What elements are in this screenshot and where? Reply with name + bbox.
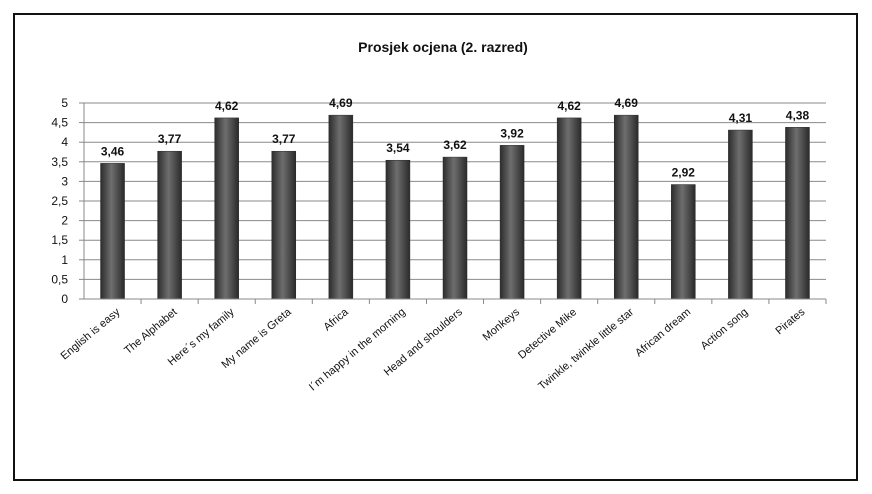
data-label: 3,77 (272, 132, 296, 146)
y-tick-label: 0 (61, 292, 68, 306)
bar (214, 117, 239, 300)
bar (328, 114, 354, 300)
y-tick-label: 5 (61, 96, 68, 110)
bar (613, 114, 639, 300)
y-tick-label: 1 (61, 253, 68, 267)
data-label: 3,46 (101, 144, 125, 158)
y-tick-label: 4 (61, 135, 68, 149)
y-axis-ticks: 00,511,522,533,544,55 (51, 96, 827, 306)
bar (785, 127, 810, 300)
bar (385, 159, 411, 300)
bar (499, 145, 525, 300)
chart-title: Prosjek ocjena (2. razred) (358, 39, 528, 55)
data-labels: 3,46 3,77 4,62 3,77 4,69 3,54 3,62 3,92 4,62 4,69… (101, 96, 810, 179)
bar (556, 117, 582, 300)
data-label: 4,31 (729, 111, 753, 125)
bar (100, 163, 125, 300)
data-label: 3,92 (500, 126, 524, 140)
category-label: Action song (699, 306, 751, 352)
bar (271, 150, 297, 300)
y-tick-label: 1,5 (51, 233, 68, 247)
category-label: Detective Mike (516, 306, 579, 362)
bar (671, 184, 696, 300)
y-tick-label: 2 (61, 214, 68, 228)
category-label: The Alphabet (122, 306, 179, 357)
data-label: 2,92 (672, 166, 696, 180)
data-label: 4,38 (786, 108, 810, 122)
category-label: Monkeys (481, 306, 523, 344)
bar (442, 156, 468, 300)
data-label: 3,77 (158, 132, 182, 146)
category-label: African dream (633, 306, 693, 359)
bars (100, 114, 810, 300)
y-tick-label: 4,5 (51, 116, 68, 130)
category-label: Twinkle, twinkle little star (536, 306, 636, 393)
category-label: English is easy (59, 306, 123, 363)
data-label: 4,62 (215, 99, 239, 113)
y-tick-label: 0,5 (51, 272, 68, 286)
data-label: 4,69 (615, 96, 639, 110)
data-label: 4,69 (329, 96, 353, 110)
category-label: Africa (322, 306, 352, 334)
y-tick-label: 3,5 (51, 155, 68, 169)
category-label: I´m happy in the morning (307, 306, 408, 393)
bar (728, 129, 753, 300)
data-label: 4,62 (557, 99, 581, 113)
bar (157, 150, 182, 300)
category-label: Pirates (773, 306, 807, 338)
gridlines (84, 102, 826, 280)
y-tick-label: 2,5 (51, 194, 68, 208)
data-label: 3,62 (443, 138, 467, 152)
chart-frame (13, 13, 858, 481)
y-tick-label: 3 (61, 174, 68, 188)
data-label: 3,54 (386, 141, 410, 155)
